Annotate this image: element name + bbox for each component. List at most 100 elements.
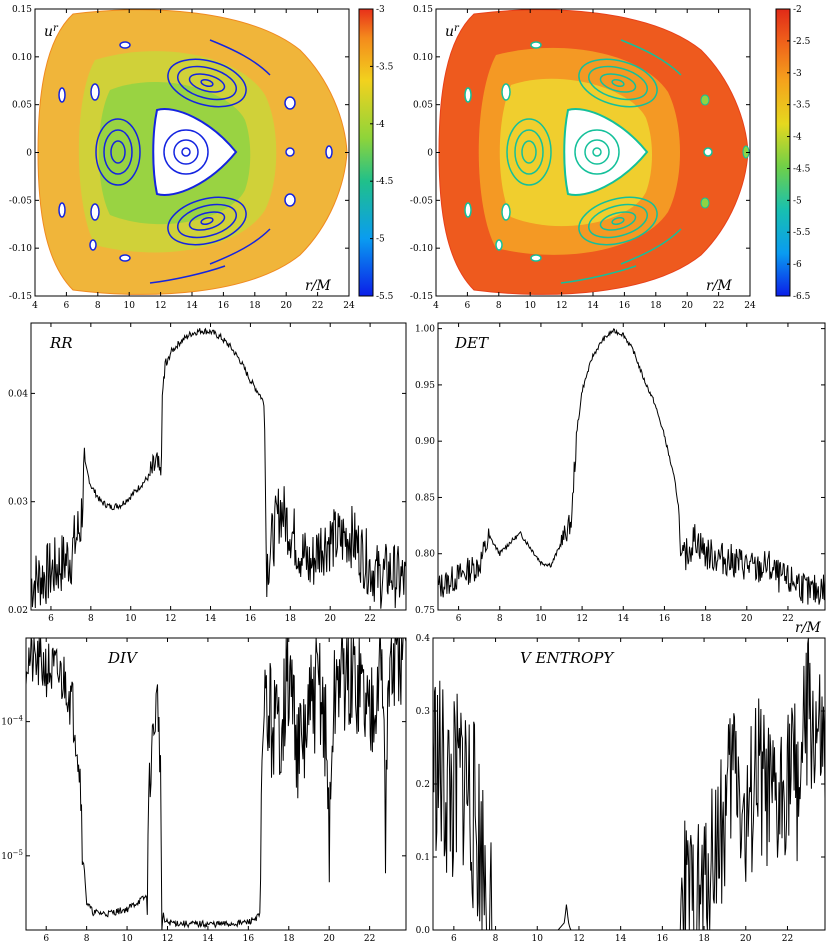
x-tick-label: 18 [650,301,662,311]
det-panel: 6 8 10 12 14 16 18 20 22 0.75 0.80 0.85 0.90 0.95 1.00… [415,322,826,636]
poincare-right-island-left [506,118,552,186]
x-tick-label: 6 [465,301,471,311]
x-tick-label: 8 [493,934,499,943]
x-tick-label: 8 [95,301,101,311]
poincare-left-xlabel: r/M [305,278,331,294]
y-tick-label: 0.85 [415,493,435,503]
rr-frame [30,322,407,611]
y-tick-label: 0.0 [416,926,431,936]
x-tick-label: 12 [165,614,176,624]
x-tick-label: 22 [312,301,323,311]
poincare-left-island-center-ring-2 [173,139,199,165]
x-tick-label: 4 [32,301,38,311]
x-tick-label: 20 [280,301,292,311]
y-tick-label: 0.04 [8,389,28,399]
colorbar-tick-label: -4 [793,133,802,143]
poincare-right-island-center [563,108,649,196]
y-tick-label: 0.2 [416,780,430,790]
poincare-left-island-left [95,118,141,186]
x-tick-label: 10 [524,301,536,311]
det-xlabel: r/M [795,620,821,636]
x-tick-label: 14 [202,934,214,943]
poincare-left-colorbar [358,8,374,297]
x-tick-label: 20 [324,614,336,624]
y-tick-label: -0.05 [9,196,32,206]
rr-panel: 6 8 10 12 14 16 18 20 22 0.02 0.03 0.04 RR [8,322,407,624]
poincare-left-ticks: 4 6 8 10 12 14 16 18 20 22 24 0.15 0.10 0.05 0 -0.05 -0.… [9,5,355,311]
poincare-left-island-lower [167,196,247,246]
x-tick-label: 10 [125,614,137,624]
x-tick-label: 10 [535,614,547,624]
poincare-right-island-upper [578,58,658,108]
x-tick-label: 20 [741,614,753,624]
y-tick-label: 0.4 [416,634,431,644]
x-tick-label: 6 [43,934,49,943]
y-tick-label: -0.15 [410,292,433,302]
y-tick-label: 0.95 [415,381,435,391]
rr-title: RR [49,334,73,352]
x-tick-label: 12 [576,614,587,624]
y-tick-label: 0 [427,149,433,159]
det-title: DET [454,334,489,352]
div-title: DIV [107,649,139,667]
x-tick-label: 20 [323,934,335,943]
x-tick-label: 14 [587,301,599,311]
poincare-right-chains [560,39,682,284]
div-frame [25,637,407,931]
ventropy-title: V ENTROPY [520,649,615,667]
y-tick-label: 0.05 [12,101,32,111]
poincare-left-island-center-ring [163,129,209,175]
x-tick-label: 12 [556,301,567,311]
y-tick-label: 0.90 [415,437,435,447]
div-panel: 6 8 10 12 14 16 18 20 22 10−4 10−5 DIV [1,637,407,943]
poincare-right-ticks: 4 6 8 10 12 14 16 18 20 22 24 0.15 0.10 0.05 0 -0.05 -0.… [410,5,756,311]
colorbar-tick-label: -3 [376,5,385,15]
x-tick-label: 16 [659,614,671,624]
poincare-right-colorbar [775,8,791,297]
y-tick-label: 0.03 [8,498,28,508]
x-tick-label: 14 [615,934,627,943]
poincare-right-island-lower [578,196,658,246]
x-tick-label: 24 [343,301,355,311]
poincare-left-island-center-dot [181,147,191,157]
colorbar-tick-label: -5.5 [376,292,394,302]
x-tick-label: 22 [364,614,375,624]
y-tick-label: 0.02 [8,606,28,616]
x-tick-label: 16 [619,301,631,311]
x-tick-label: 20 [740,934,752,943]
y-tick-label: 0.80 [415,550,435,560]
x-tick-label: 6 [48,614,54,624]
poincare-left-secondary-islands [58,41,333,262]
x-tick-label: 8 [84,934,90,943]
x-tick-label: 6 [451,934,457,943]
y-tick-label: 0.3 [416,707,431,717]
poincare-right-island-center-ring [574,129,620,175]
colorbar-tick-label: -3 [793,69,802,79]
poincare-left-colorbar-ticks: -3 -3.5 -4 -4.5 -5 -5.5 [370,5,394,302]
x-tick-label: 14 [186,301,198,311]
y-tick-label: -0.10 [9,244,32,254]
x-tick-label: 22 [782,934,793,943]
x-tick-label: 6 [64,301,70,311]
x-tick-label: 16 [218,301,230,311]
poincare-right-small-islands [700,94,750,209]
y-tick-label: 0.1 [416,853,430,863]
colorbar-tick-label: -2.5 [793,37,811,47]
y-tick-label: 10−4 [1,715,23,728]
colorbar-tick-label: -2 [793,5,802,15]
x-tick-label: 18 [285,614,297,624]
y-tick-label: 0.05 [413,101,433,111]
colorbar-tick-label: -5 [793,196,802,206]
ventropy-series-line [432,637,826,931]
poincare-left-island-center [152,108,238,196]
poincare-right-island-center-ring-2 [584,139,610,165]
y-tick-label: 0.75 [415,606,435,616]
y-tick-label: 1.00 [415,325,435,335]
x-tick-label: 6 [456,614,462,624]
x-tick-label: 16 [245,614,257,624]
poincare-left-island-upper [167,58,247,108]
poincare-right-panel: 4 6 8 10 12 14 16 18 20 22 24 0.15 0.10 0.05 0 -0.05 -0.… [410,5,811,311]
y-tick-label: 0 [26,149,32,159]
x-tick-label: 22 [782,614,793,624]
y-tick-label: 0.10 [12,53,32,63]
